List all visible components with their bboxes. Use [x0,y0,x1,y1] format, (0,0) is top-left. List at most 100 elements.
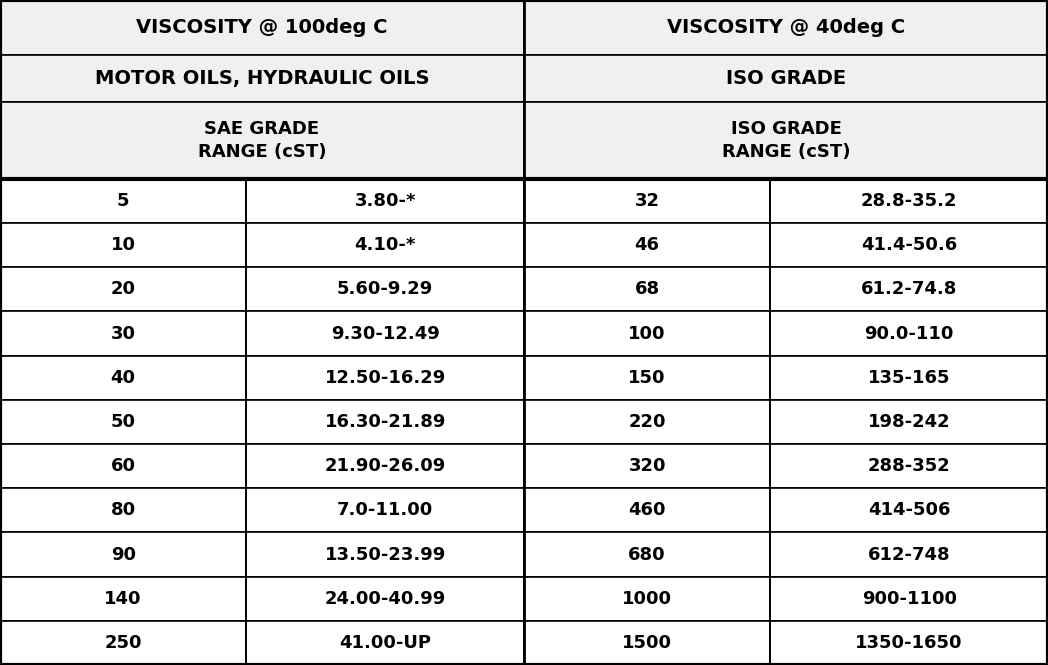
Bar [770,488,1048,533]
Text: 20: 20 [111,281,135,299]
Text: 90.0-110: 90.0-110 [865,325,954,342]
Bar [524,577,770,621]
Bar [246,356,524,400]
Text: 135-165: 135-165 [868,369,951,387]
Bar [0,0,524,55]
Bar [524,0,1048,55]
Text: 50: 50 [111,413,135,431]
Bar [0,311,246,356]
Bar [246,488,524,533]
Bar [0,444,246,488]
Text: 250: 250 [105,634,141,652]
Bar [524,102,1048,179]
Bar [246,267,524,311]
Bar [0,488,246,533]
Text: 61.2-74.8: 61.2-74.8 [861,281,957,299]
Bar [246,311,524,356]
Text: 4.10-*: 4.10-* [354,236,416,254]
Bar [246,400,524,444]
Text: VISCOSITY @ 100deg C: VISCOSITY @ 100deg C [136,18,388,37]
Bar [0,577,246,621]
Bar [0,356,246,400]
Text: 5.60-9.29: 5.60-9.29 [337,281,433,299]
Bar [0,267,246,311]
Text: 1000: 1000 [623,590,672,608]
Text: 16.30-21.89: 16.30-21.89 [325,413,445,431]
Text: 30: 30 [111,325,135,342]
Text: 198-242: 198-242 [868,413,951,431]
Text: 12.50-16.29: 12.50-16.29 [325,369,445,387]
Bar [770,400,1048,444]
Text: 288-352: 288-352 [868,457,951,475]
Bar [524,55,1048,102]
Text: MOTOR OILS, HYDRAULIC OILS: MOTOR OILS, HYDRAULIC OILS [94,69,430,88]
Bar [770,621,1048,665]
Bar [0,55,524,102]
Bar [770,311,1048,356]
Text: 150: 150 [629,369,665,387]
Text: 900-1100: 900-1100 [861,590,957,608]
Bar [524,400,770,444]
Bar [770,179,1048,223]
Text: 680: 680 [629,545,665,563]
Bar [246,444,524,488]
Bar [0,621,246,665]
Bar [524,356,770,400]
Text: 32: 32 [635,192,659,210]
Text: 9.30-12.49: 9.30-12.49 [331,325,439,342]
Bar [0,179,246,223]
Bar [524,179,770,223]
Text: 90: 90 [111,545,135,563]
Bar [524,488,770,533]
Bar [246,179,524,223]
Bar [524,533,770,577]
Bar [524,444,770,488]
Text: 140: 140 [105,590,141,608]
Text: 100: 100 [629,325,665,342]
Text: ISO GRADE: ISO GRADE [726,69,846,88]
Text: 41.00-UP: 41.00-UP [340,634,431,652]
Bar [246,621,524,665]
Bar [246,223,524,267]
Text: 612-748: 612-748 [868,545,951,563]
Text: 3.80-*: 3.80-* [354,192,416,210]
Text: 60: 60 [111,457,135,475]
Text: 80: 80 [111,501,135,519]
Bar [0,400,246,444]
Text: 414-506: 414-506 [868,501,951,519]
Bar [770,577,1048,621]
Bar [246,533,524,577]
Text: 10: 10 [111,236,135,254]
Text: 220: 220 [629,413,665,431]
Text: 40: 40 [111,369,135,387]
Text: 21.90-26.09: 21.90-26.09 [325,457,445,475]
Text: 1500: 1500 [623,634,672,652]
Bar [770,356,1048,400]
Text: ISO GRADE
RANGE (cST): ISO GRADE RANGE (cST) [722,120,850,162]
Bar [0,223,246,267]
Text: 460: 460 [629,501,665,519]
Text: 46: 46 [635,236,659,254]
Bar [770,223,1048,267]
Bar [770,444,1048,488]
Text: 320: 320 [629,457,665,475]
Bar [524,267,770,311]
Bar [524,223,770,267]
Text: VISCOSITY @ 40deg C: VISCOSITY @ 40deg C [667,18,905,37]
Bar [246,577,524,621]
Bar [524,311,770,356]
Bar [770,533,1048,577]
Bar [524,621,770,665]
Text: 7.0-11.00: 7.0-11.00 [337,501,433,519]
Text: 1350-1650: 1350-1650 [855,634,963,652]
Text: 41.4-50.6: 41.4-50.6 [861,236,957,254]
Text: 13.50-23.99: 13.50-23.99 [325,545,445,563]
Bar [0,533,246,577]
Text: SAE GRADE
RANGE (cST): SAE GRADE RANGE (cST) [198,120,326,162]
Text: 24.00-40.99: 24.00-40.99 [325,590,445,608]
Bar [0,102,524,179]
Text: 28.8-35.2: 28.8-35.2 [860,192,958,210]
Text: 68: 68 [635,281,659,299]
Text: 5: 5 [117,192,129,210]
Bar [770,267,1048,311]
